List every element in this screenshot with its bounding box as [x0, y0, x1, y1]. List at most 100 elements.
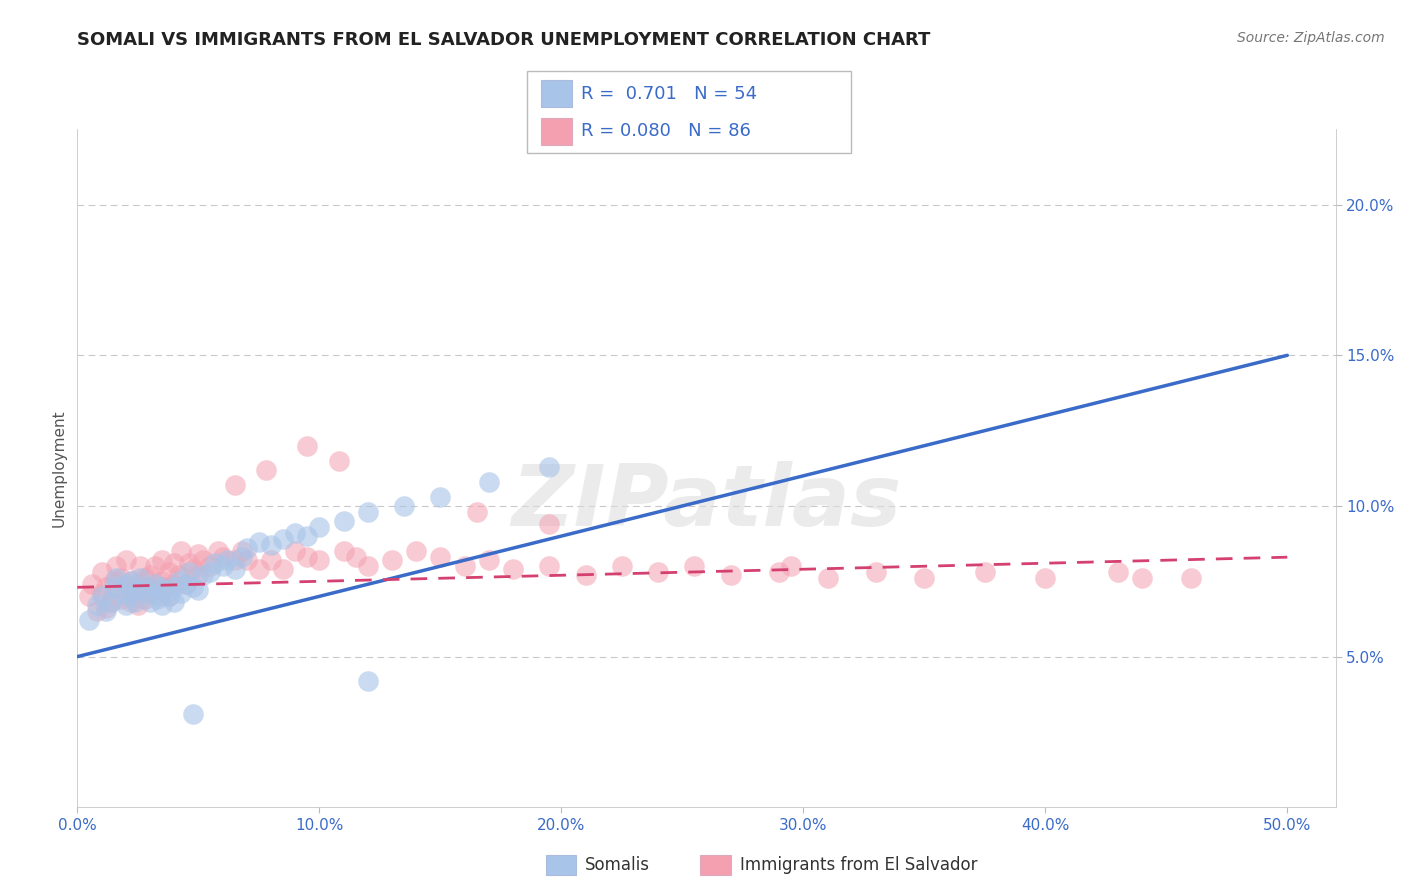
Point [297, 529, 319, 543]
Point [200, 559, 222, 574]
Point [143, 577, 166, 591]
Point [1180, 571, 1202, 585]
Point [86, 599, 108, 613]
Point [429, 490, 451, 504]
Point [465, 505, 488, 519]
Point [191, 568, 214, 582]
Point [150, 574, 173, 589]
Point [211, 559, 233, 574]
Point [260, 553, 283, 567]
Point [183, 580, 205, 594]
Point [149, 590, 172, 604]
Point [357, 505, 380, 519]
Point [247, 535, 270, 549]
Point [149, 580, 172, 594]
Point [332, 544, 354, 558]
Point [120, 590, 142, 604]
Point [271, 562, 294, 576]
Point [260, 538, 283, 552]
Point [1130, 571, 1153, 585]
Point [478, 553, 501, 567]
Point [187, 568, 209, 582]
Text: Source: ZipAtlas.com: Source: ZipAtlas.com [1237, 31, 1385, 45]
Point [139, 568, 162, 582]
Point [90, 566, 112, 580]
Point [405, 544, 427, 558]
Point [114, 577, 136, 591]
Point [381, 553, 404, 567]
Point [297, 439, 319, 453]
Point [297, 550, 319, 565]
Point [174, 577, 197, 591]
Text: Immigrants from El Salvador: Immigrants from El Salvador [740, 856, 977, 874]
Point [284, 526, 307, 541]
Point [110, 592, 132, 607]
Point [127, 583, 149, 598]
Point [683, 559, 706, 574]
Point [170, 544, 193, 558]
Point [157, 590, 180, 604]
Point [114, 583, 136, 598]
Point [720, 568, 742, 582]
Point [308, 553, 330, 567]
Point [120, 574, 142, 589]
Point [187, 547, 209, 561]
Point [357, 673, 380, 688]
Point [207, 544, 229, 558]
Point [90, 590, 112, 604]
Text: R = 0.080   N = 86: R = 0.080 N = 86 [581, 122, 751, 140]
Point [86, 604, 108, 618]
Point [139, 586, 162, 600]
Point [538, 516, 561, 531]
Point [1033, 571, 1056, 585]
Point [344, 550, 367, 565]
Point [110, 571, 132, 585]
Text: SOMALI VS IMMIGRANTS FROM EL SALVADOR UNEMPLOYMENT CORRELATION CHART: SOMALI VS IMMIGRANTS FROM EL SALVADOR UN… [77, 31, 931, 49]
Point [139, 586, 162, 600]
Point [1107, 566, 1129, 580]
Point [163, 580, 186, 594]
Text: ZIPatlas: ZIPatlas [512, 460, 901, 544]
Point [134, 592, 156, 607]
Point [79, 590, 101, 604]
Point [134, 571, 156, 585]
Point [100, 595, 122, 609]
Point [271, 532, 294, 546]
Point [153, 583, 176, 598]
Point [235, 553, 257, 567]
Point [170, 586, 193, 600]
Point [328, 454, 350, 468]
Point [502, 562, 524, 576]
Point [429, 550, 451, 565]
Point [231, 550, 253, 565]
Point [131, 580, 153, 594]
Point [200, 566, 222, 580]
Point [120, 595, 142, 609]
Point [478, 475, 501, 489]
Point [817, 571, 839, 585]
Point [183, 706, 205, 721]
Point [235, 541, 257, 556]
Point [357, 559, 380, 574]
Point [204, 556, 226, 570]
Point [143, 559, 166, 574]
Point [332, 514, 354, 528]
Point [308, 520, 330, 534]
Point [153, 580, 176, 594]
Point [453, 559, 475, 574]
Point [610, 559, 633, 574]
Point [191, 553, 214, 567]
Point [538, 559, 561, 574]
Point [90, 586, 112, 600]
Point [163, 556, 186, 570]
Point [217, 553, 239, 567]
Point [224, 478, 246, 492]
Point [187, 583, 209, 598]
Point [163, 595, 186, 609]
Point [105, 559, 128, 574]
Point [150, 553, 173, 567]
Point [780, 559, 803, 574]
Point [254, 463, 277, 477]
Point [211, 550, 233, 565]
Point [146, 592, 169, 607]
